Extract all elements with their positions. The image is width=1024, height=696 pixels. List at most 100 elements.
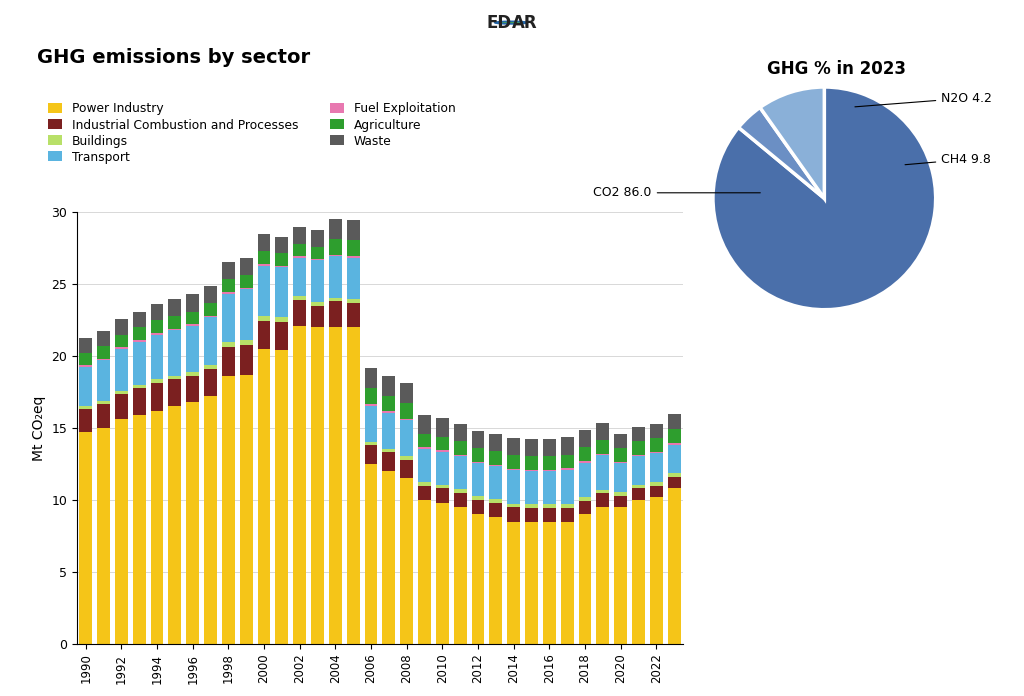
Bar xyxy=(204,317,217,365)
Bar xyxy=(258,251,270,264)
Bar xyxy=(365,368,378,388)
Bar xyxy=(275,322,289,350)
Bar xyxy=(596,507,609,644)
Bar xyxy=(543,521,556,644)
Bar xyxy=(650,452,663,453)
Legend: Fuel Exploitation, Agriculture, Waste: Fuel Exploitation, Agriculture, Waste xyxy=(326,97,460,152)
Bar xyxy=(133,340,145,342)
Bar xyxy=(400,383,413,403)
Bar xyxy=(436,485,449,489)
Bar xyxy=(151,379,164,383)
Bar xyxy=(418,449,431,482)
Bar xyxy=(347,303,359,327)
Bar xyxy=(186,326,199,372)
Bar xyxy=(151,320,164,333)
Text: GHG emissions by sector: GHG emissions by sector xyxy=(38,48,310,68)
Bar xyxy=(561,521,573,644)
Bar xyxy=(168,329,181,330)
Bar xyxy=(525,471,538,505)
Bar xyxy=(222,377,234,644)
Bar xyxy=(614,462,627,464)
Bar xyxy=(507,455,520,469)
Bar xyxy=(400,456,413,459)
Bar xyxy=(668,413,681,429)
Bar xyxy=(293,258,306,296)
Text: N2O 4.2: N2O 4.2 xyxy=(855,92,992,106)
Bar xyxy=(115,420,128,644)
Bar xyxy=(168,299,181,316)
Bar xyxy=(400,420,413,456)
Bar xyxy=(258,265,270,316)
Bar xyxy=(596,454,609,455)
Bar xyxy=(329,239,342,255)
Bar xyxy=(168,406,181,644)
Bar xyxy=(543,471,556,505)
Bar xyxy=(471,514,484,644)
Bar xyxy=(240,275,253,288)
Bar xyxy=(489,451,502,465)
Bar xyxy=(347,258,359,299)
Bar xyxy=(579,430,592,448)
Bar xyxy=(436,503,449,644)
Bar xyxy=(151,303,164,320)
Bar xyxy=(293,228,306,244)
Bar xyxy=(489,434,502,451)
Bar xyxy=(97,401,110,404)
Bar xyxy=(543,508,556,521)
Bar xyxy=(275,265,289,267)
Bar xyxy=(525,521,538,644)
Bar xyxy=(650,424,663,438)
Bar xyxy=(329,327,342,644)
Bar xyxy=(329,301,342,327)
Bar xyxy=(168,316,181,329)
Bar xyxy=(650,482,663,486)
Bar xyxy=(79,365,92,367)
Bar xyxy=(632,500,645,644)
Bar xyxy=(186,324,199,326)
Bar xyxy=(632,427,645,441)
Bar xyxy=(115,335,128,347)
Bar xyxy=(115,319,128,335)
Bar xyxy=(525,508,538,521)
Bar xyxy=(311,302,324,306)
Bar xyxy=(507,470,520,504)
Bar xyxy=(507,504,520,507)
Bar xyxy=(668,429,681,443)
Bar xyxy=(650,486,663,497)
Bar xyxy=(115,349,128,390)
Bar xyxy=(561,508,573,521)
Bar xyxy=(525,470,538,471)
Bar xyxy=(151,411,164,644)
Bar xyxy=(507,469,520,470)
Bar xyxy=(347,327,359,644)
Bar xyxy=(293,244,306,256)
Bar xyxy=(436,418,449,436)
Bar xyxy=(614,434,627,448)
Bar xyxy=(133,327,145,340)
Bar xyxy=(79,353,92,365)
Bar xyxy=(258,264,270,265)
Bar xyxy=(454,441,467,454)
Bar xyxy=(382,471,395,644)
Bar xyxy=(632,456,645,485)
Bar xyxy=(418,482,431,486)
Bar xyxy=(365,406,378,442)
Bar xyxy=(133,385,145,388)
Bar xyxy=(79,432,92,644)
Bar xyxy=(204,303,217,316)
Bar xyxy=(151,333,164,335)
Bar xyxy=(347,299,359,303)
Bar xyxy=(579,463,592,497)
Bar xyxy=(650,453,663,482)
Bar xyxy=(204,397,217,644)
Bar xyxy=(311,260,324,302)
Bar xyxy=(186,294,199,312)
Bar xyxy=(222,262,234,279)
Bar xyxy=(347,256,359,258)
Bar xyxy=(543,470,556,471)
Bar xyxy=(543,456,556,470)
Bar xyxy=(632,485,645,489)
Bar xyxy=(614,448,627,462)
Bar xyxy=(115,347,128,349)
Text: AR: AR xyxy=(512,14,538,31)
